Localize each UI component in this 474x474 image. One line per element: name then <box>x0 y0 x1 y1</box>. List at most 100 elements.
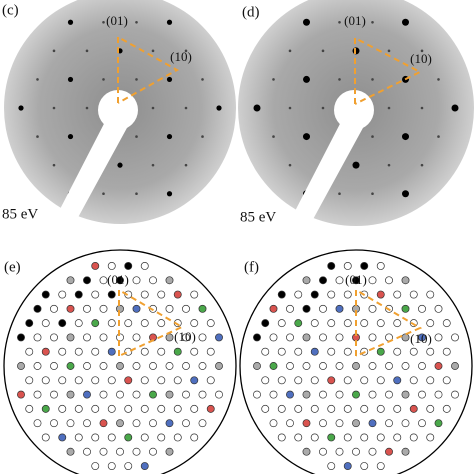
panel <box>238 0 474 226</box>
schematic-spot <box>165 333 174 342</box>
schematic-spot <box>393 290 402 299</box>
schematic-spot <box>360 262 369 270</box>
diffraction-spot <box>371 78 374 81</box>
schematic-spot <box>124 462 133 470</box>
spot-label: (01) <box>107 272 129 287</box>
schematic-spot <box>66 419 75 428</box>
diffraction-spot <box>387 163 391 167</box>
schematic-spot <box>124 376 133 385</box>
schematic-spot <box>310 319 319 328</box>
schematic-spot <box>165 390 174 399</box>
schematic-spot <box>206 404 215 413</box>
schematic-spot <box>253 362 261 370</box>
spot-label: (10) <box>410 331 432 346</box>
schematic-spot <box>426 404 435 413</box>
schematic-spot <box>83 276 91 285</box>
unit-cell <box>355 288 423 357</box>
schematic-spot <box>50 304 58 313</box>
schematic-spot <box>343 462 352 470</box>
schematic-spot <box>74 376 83 385</box>
schematic-spot <box>107 376 116 385</box>
schematic-spot <box>182 390 190 399</box>
schematic-spot <box>335 304 344 313</box>
schematic-spot <box>107 319 116 328</box>
schematic-spot <box>140 347 149 356</box>
schematic-spot <box>157 290 166 299</box>
diffraction-spot <box>102 20 105 24</box>
schematic-spot <box>401 390 410 399</box>
schematic-spot <box>206 319 215 328</box>
schematic-spot <box>294 376 303 385</box>
diffraction-spot <box>67 133 74 140</box>
schematic-spot <box>302 304 311 313</box>
schematic-spot <box>74 347 83 356</box>
schematic-spot <box>385 447 393 456</box>
panel <box>4 0 236 224</box>
schematic-spot <box>91 462 100 470</box>
schematic-spot <box>368 276 377 285</box>
schematic-spot <box>41 376 50 385</box>
schematic-spot <box>99 419 108 428</box>
schematic-spot <box>360 462 369 470</box>
diffraction-spot <box>402 18 409 26</box>
diffraction-spot <box>117 162 123 168</box>
schematic-spot <box>17 390 25 399</box>
schematic-spot <box>393 347 402 356</box>
schematic-spot <box>99 447 108 456</box>
schematic-spot <box>215 390 223 399</box>
schematic-spot <box>418 419 426 428</box>
schematic-spot <box>215 362 223 370</box>
diffraction-spot <box>102 78 105 81</box>
schematic-spot <box>157 347 166 356</box>
schematic-spot <box>190 404 199 413</box>
schematic-spot <box>33 419 42 428</box>
schematic-spot <box>116 276 124 285</box>
diffraction-spot <box>135 135 138 138</box>
diffraction-spot <box>288 106 292 110</box>
schematic-spot <box>83 304 91 313</box>
schematic-spot <box>335 333 344 342</box>
schematic-spot <box>319 390 327 399</box>
energy-label: 85 eV <box>240 209 276 225</box>
schematic-spot <box>343 347 352 356</box>
schematic-spot <box>58 433 67 442</box>
schematic-spot <box>132 419 141 428</box>
schematic-spot <box>343 376 352 385</box>
schematic-spot <box>352 447 360 456</box>
schematic-spot <box>58 404 67 413</box>
schematic-spot <box>83 447 91 456</box>
schematic-spot <box>310 347 319 356</box>
schematic-spot <box>327 404 336 413</box>
diffraction-spot <box>437 78 440 81</box>
schematic-spot <box>253 390 261 399</box>
schematic-spot <box>140 433 149 442</box>
schematic-spot <box>25 376 34 385</box>
diffraction-spot <box>102 192 105 196</box>
diffraction-spot <box>166 133 173 140</box>
diffraction-spot <box>402 190 409 198</box>
schematic-spot <box>25 319 34 328</box>
schematic-spot <box>165 419 174 428</box>
schematic-spot <box>368 304 377 313</box>
schematic-spot <box>124 262 133 270</box>
schematic-spot <box>434 362 443 370</box>
schematic-spot <box>58 290 67 299</box>
diffraction-spot <box>420 49 424 53</box>
schematic-spot <box>393 376 402 385</box>
diffraction-spot <box>135 192 138 196</box>
schematic-spot <box>198 390 207 399</box>
schematic-spot <box>83 390 91 399</box>
schematic-spot <box>310 290 319 299</box>
schematic-spot <box>66 362 75 370</box>
schematic-spot <box>385 419 393 428</box>
schematic-spot <box>66 333 75 342</box>
schematic-spot <box>269 390 278 399</box>
schematic-spot <box>190 319 199 328</box>
schematic-spot <box>409 433 418 442</box>
schematic-spot <box>198 333 207 342</box>
schematic-spot <box>157 433 166 442</box>
schematic-spot <box>91 376 100 385</box>
diffraction-spot <box>36 78 39 81</box>
schematic-spot <box>91 262 100 270</box>
